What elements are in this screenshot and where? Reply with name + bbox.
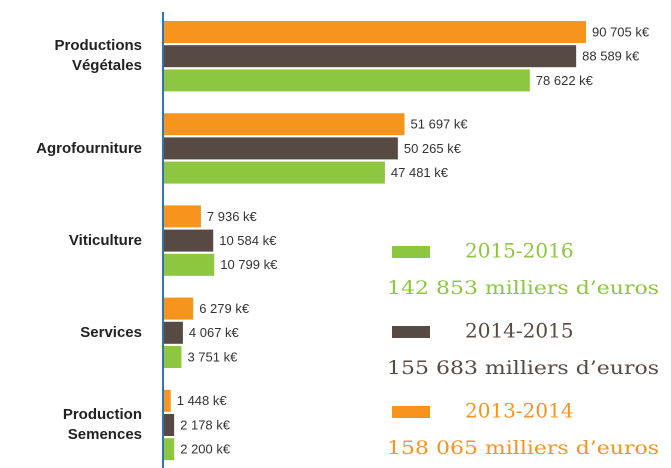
value-label: 51 697 k€ bbox=[411, 117, 469, 132]
category-label: Services bbox=[80, 323, 142, 341]
bar bbox=[164, 389, 171, 412]
category-label: Productions Végétales bbox=[54, 37, 142, 75]
category-label: Agrofourniture bbox=[36, 139, 142, 157]
bar bbox=[164, 21, 586, 43]
value-label: 50 265 k€ bbox=[404, 141, 462, 156]
value-label: 4 067 k€ bbox=[189, 325, 240, 340]
legend-swatch bbox=[392, 326, 430, 338]
value-label: 88 589 k€ bbox=[582, 49, 640, 64]
legend-total: 142 853 milliers d’euros bbox=[387, 277, 659, 299]
legend-swatch bbox=[392, 246, 430, 258]
value-label: 2 200 k€ bbox=[180, 442, 231, 457]
legend-name: 2014-2015 bbox=[465, 319, 574, 343]
category-label: Production Semences bbox=[62, 406, 142, 444]
value-label: 47 481 k€ bbox=[391, 165, 449, 180]
bar bbox=[164, 297, 194, 320]
value-label: 2 178 k€ bbox=[180, 417, 231, 432]
value-label: 7 936 k€ bbox=[207, 209, 258, 224]
bar bbox=[164, 414, 175, 436]
legend-name: 2015-2016 bbox=[465, 239, 574, 263]
value-label: 10 584 k€ bbox=[219, 233, 277, 248]
bar bbox=[164, 113, 405, 136]
bar bbox=[164, 45, 577, 68]
bar bbox=[164, 346, 182, 368]
bar bbox=[164, 229, 214, 252]
legend-total: 158 065 milliers d’euros bbox=[387, 437, 659, 459]
legend-swatch bbox=[392, 406, 430, 418]
bar bbox=[164, 253, 215, 276]
bar bbox=[164, 321, 183, 344]
value-label: 6 279 k€ bbox=[199, 301, 250, 316]
value-label: 1 448 k€ bbox=[177, 393, 228, 408]
bar bbox=[164, 137, 398, 160]
category-label: Viticulture bbox=[68, 231, 142, 249]
bar bbox=[164, 69, 530, 92]
value-label: 10 799 k€ bbox=[220, 257, 278, 272]
bar bbox=[164, 438, 175, 461]
bar bbox=[164, 205, 201, 228]
legend-name: 2013-2014 bbox=[465, 399, 574, 423]
value-label: 90 705 k€ bbox=[592, 24, 650, 39]
value-label: 3 751 k€ bbox=[187, 349, 238, 364]
legend-total: 155 683 milliers d’euros bbox=[387, 357, 659, 379]
value-label: 78 622 k€ bbox=[536, 73, 594, 88]
bar bbox=[164, 161, 385, 184]
